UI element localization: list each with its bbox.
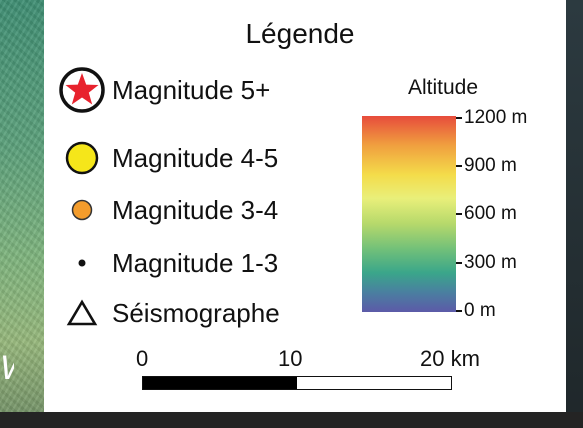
scale-label-0: 0 xyxy=(136,346,149,371)
altitude-tick xyxy=(456,310,462,312)
altitude-tick-label: 0 m xyxy=(464,300,496,321)
triangle-outline-icon xyxy=(52,299,112,327)
altitude-title: Altitude xyxy=(408,76,479,99)
scale-bar xyxy=(142,376,452,390)
altitude-tick-label: 300 m xyxy=(464,252,517,273)
legend-item-magnitude-3-4: Magnitude 3-4 xyxy=(52,190,278,230)
legend-label: Séismographe xyxy=(112,297,280,328)
altitude-tick xyxy=(456,117,462,119)
legend-title: Légende xyxy=(245,18,355,49)
scale-bar-black-segment xyxy=(143,377,297,389)
map-edge-right xyxy=(566,0,583,428)
map-label-fragment: W xyxy=(0,348,14,388)
legend-item-magnitude-5-plus: Magnitude 5+ xyxy=(52,67,271,113)
map-edge-bottom xyxy=(0,412,583,428)
black-dot-icon xyxy=(52,256,112,270)
legend-label: Magnitude 4-5 xyxy=(112,142,279,173)
altitude-tick xyxy=(456,165,462,167)
altitude-tick-label: 1200 m xyxy=(464,107,528,128)
legend-label: Magnitude 3-4 xyxy=(112,194,279,225)
scale-label-10: 10 xyxy=(278,346,303,371)
legend-label: Magnitude 1-3 xyxy=(112,247,279,278)
red-star-in-circle-icon xyxy=(52,66,112,114)
legend-item-magnitude-4-5: Magnitude 4-5 xyxy=(52,138,278,178)
yellow-circle-icon xyxy=(52,138,112,178)
orange-circle-icon xyxy=(52,195,112,225)
legend-label: Magnitude 5+ xyxy=(112,74,271,105)
altitude-color-ramp xyxy=(362,116,456,312)
altitude-tick-label: 900 m xyxy=(464,155,517,176)
scale-label-20-km: 20 km xyxy=(420,346,480,371)
altitude-tick xyxy=(456,262,462,264)
legend-item-seismograph: Séismographe xyxy=(52,293,280,333)
altitude-tick xyxy=(456,213,462,215)
legend-item-magnitude-1-3: Magnitude 1-3 xyxy=(52,243,278,283)
altitude-tick-label: 600 m xyxy=(464,203,517,224)
legend-panel: Légende Magnitude 5+ Magnitude 4-5 Magni… xyxy=(44,0,566,412)
